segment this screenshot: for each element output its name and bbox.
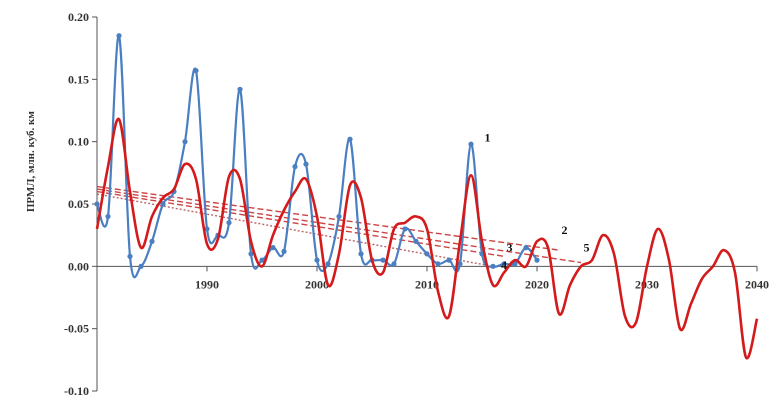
x-tick-label: 2000 — [305, 277, 329, 291]
series-number-label: 3 — [507, 240, 513, 254]
data-point — [94, 201, 100, 207]
x-tick-labels: 1990 2000 2010 2020 2030 2040 — [195, 277, 769, 291]
data-point — [314, 257, 320, 263]
data-point — [270, 245, 276, 251]
data-point — [501, 261, 507, 267]
series-number-label: 4 — [501, 258, 507, 272]
data-point — [204, 226, 210, 232]
y-tick-labels: -0.10 -0.05 0.00 0.05 0.10 0.15 0.20 — [64, 10, 89, 398]
data-point — [248, 251, 254, 257]
data-point — [435, 261, 441, 267]
trend-line — [96, 188, 582, 264]
data-point — [380, 257, 386, 263]
data-point — [149, 238, 155, 244]
data-point — [182, 139, 188, 145]
data-point — [292, 164, 298, 170]
x-tick-label: 2010 — [415, 277, 439, 291]
data-point — [303, 161, 309, 167]
y-tick-label: -0.05 — [64, 322, 89, 336]
data-point — [413, 238, 419, 244]
x-tick-label: 2040 — [745, 277, 769, 291]
data-point — [446, 257, 452, 263]
data-point — [347, 136, 353, 142]
y-tick-label: 0.20 — [68, 10, 89, 24]
data-point — [336, 213, 342, 220]
y-tick-label: -0.10 — [64, 384, 89, 398]
data-point — [512, 261, 518, 267]
data-point — [490, 263, 496, 269]
series-number-labels: 1 2 34 5 — [485, 131, 590, 272]
trend-line — [96, 193, 494, 268]
data-point — [193, 68, 199, 74]
data-point — [358, 251, 364, 257]
data-point — [138, 263, 144, 269]
series-layer — [94, 33, 759, 360]
x-tick-label: 1990 — [195, 277, 219, 291]
x-tick-label: 2030 — [635, 277, 659, 291]
data-point — [468, 141, 474, 147]
series-number-label: 5 — [584, 240, 590, 254]
data-point — [226, 220, 232, 226]
y-tick-label: 0.00 — [68, 259, 89, 273]
data-point — [160, 201, 166, 207]
series-5 — [96, 193, 494, 268]
data-point — [523, 245, 529, 251]
data-point — [534, 257, 540, 263]
data-point — [237, 86, 243, 92]
series-2 — [95, 117, 759, 360]
y-axis-title: ПРМЛ, млн. куб. км — [25, 111, 37, 213]
series-number-label: 2 — [562, 223, 568, 237]
data-point — [259, 257, 265, 263]
data-point — [402, 226, 408, 232]
data-point — [127, 253, 133, 259]
data-point — [391, 261, 397, 267]
data-point — [116, 33, 122, 39]
data-point — [281, 248, 287, 254]
y-tick-label: 0.10 — [68, 135, 89, 149]
data-point — [457, 261, 463, 267]
y-tick-label: 0.15 — [68, 72, 89, 86]
data-point — [325, 261, 331, 267]
series-1 — [94, 33, 540, 279]
data-point — [424, 251, 430, 257]
data-point — [105, 213, 111, 220]
observed-line — [95, 34, 538, 279]
model-line — [95, 117, 759, 360]
series-6 — [96, 188, 582, 264]
y-tick-label: 0.05 — [68, 197, 89, 211]
series-number-label: 1 — [485, 131, 491, 145]
x-tick-label: 2020 — [525, 277, 549, 291]
